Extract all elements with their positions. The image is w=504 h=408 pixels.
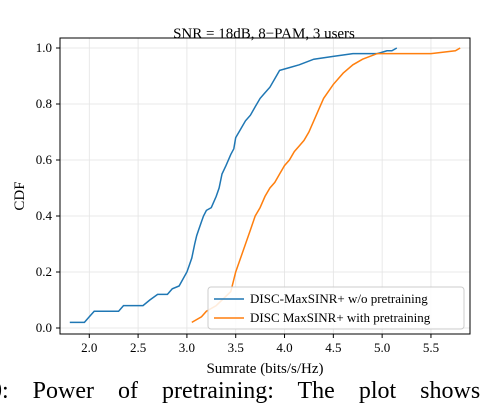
plot-area-frame	[59, 37, 471, 335]
x-tick-label: 5.0	[374, 340, 390, 355]
legend: DISC-MaxSINR+ w/o pretraining DISC MaxSI…	[207, 286, 465, 330]
legend-label-w-o-pretraining: DISC-MaxSINR+ w/o pretraining	[250, 291, 428, 306]
y-tick-label: 0.0	[36, 320, 52, 335]
cdf-chart: SNR = 18dB, 8−PAM, 3 users 2.0 2.5 3.0 3.5 4…	[12, 26, 471, 377]
y-tick-label: 0.6	[36, 152, 53, 167]
y-axis-label: CDF	[12, 181, 28, 210]
y-tick-label: 0.2	[36, 264, 52, 279]
x-axis-label: Sumrate (bits/s/Hz)	[206, 361, 323, 377]
x-tick-label: 2.0	[81, 340, 97, 355]
legend-box	[207, 286, 465, 330]
series-lines	[69, 47, 461, 324]
x-tick-label: 5.5	[423, 340, 439, 355]
x-tick-label: 4.0	[276, 340, 292, 355]
x-tick-label: 4.5	[325, 340, 341, 355]
chart-title: SNR = 18dB, 8−PAM, 3 users	[173, 26, 355, 42]
legend-label-with-pretraining: DISC MaxSINR+ with pretraining	[250, 310, 431, 325]
y-tick-label: 0.8	[36, 96, 52, 111]
y-tick-label: 0.4	[36, 208, 53, 223]
x-tick-label: 2.5	[130, 340, 146, 355]
x-tick-label: 3.5	[228, 340, 244, 355]
axis-ticks: 2.0 2.5 3.0 3.5 4.0 4.5 5.0 5.5 0.0 0.2 0.4 0.6 0.8 1…	[36, 40, 439, 355]
grid-lines	[60, 38, 470, 334]
series-line-with-pretraining	[191, 47, 461, 324]
y-tick-label: 1.0	[36, 40, 52, 55]
figure-caption: 10: Power of pretraining: The plot shows	[0, 378, 481, 404]
x-tick-label: 3.0	[179, 340, 195, 355]
series-line-w-o-pretraining	[69, 47, 398, 324]
